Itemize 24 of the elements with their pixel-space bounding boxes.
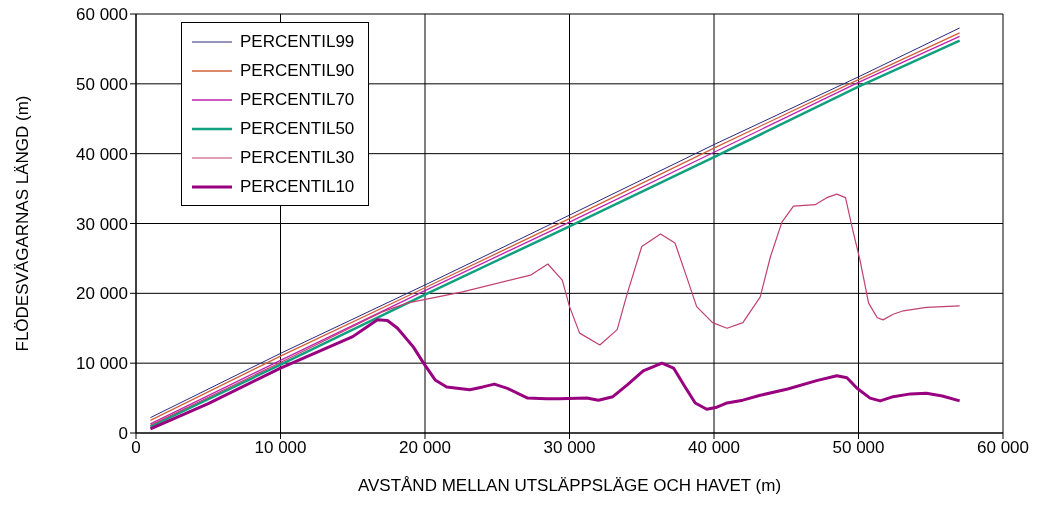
x-tick-label: 50 000 [832, 438, 885, 458]
legend-label: PERCENTIL10 [240, 176, 355, 197]
y-tick-label: 10 000 [76, 354, 128, 374]
x-tick-label: 0 [131, 438, 141, 458]
legend-label: PERCENTIL50 [240, 118, 355, 139]
x-tick-label: 10 000 [254, 438, 307, 458]
x-tick-label: 60 000 [977, 438, 1029, 458]
y-tick-label: 30 000 [76, 214, 128, 234]
x-axis-title: AVSTÅND MELLAN UTSLÄPPSLÄGE OCH HAVET (m) [357, 476, 782, 495]
x-tick-label: 40 000 [688, 438, 740, 458]
x-tick-label: 20 000 [399, 438, 451, 458]
x-tick-label: 30 000 [543, 438, 596, 458]
y-tick-label: 0 [118, 424, 128, 444]
legend-label: PERCENTIL90 [240, 60, 355, 81]
line-series [149, 193, 961, 426]
line-series [148, 318, 962, 431]
y-tick-label: 20 000 [76, 284, 128, 304]
legend-label: PERCENTIL99 [240, 31, 355, 52]
y-tick-label: 60 000 [76, 5, 128, 25]
y-axis-title: FLÖDESVÄGARNAS LÄNGD (m) [13, 95, 33, 352]
y-tick-label: 50 000 [76, 74, 128, 94]
legend-label: PERCENTIL30 [240, 147, 355, 168]
legend-label: PERCENTIL70 [240, 89, 355, 110]
y-tick-label: 40 000 [76, 144, 128, 164]
